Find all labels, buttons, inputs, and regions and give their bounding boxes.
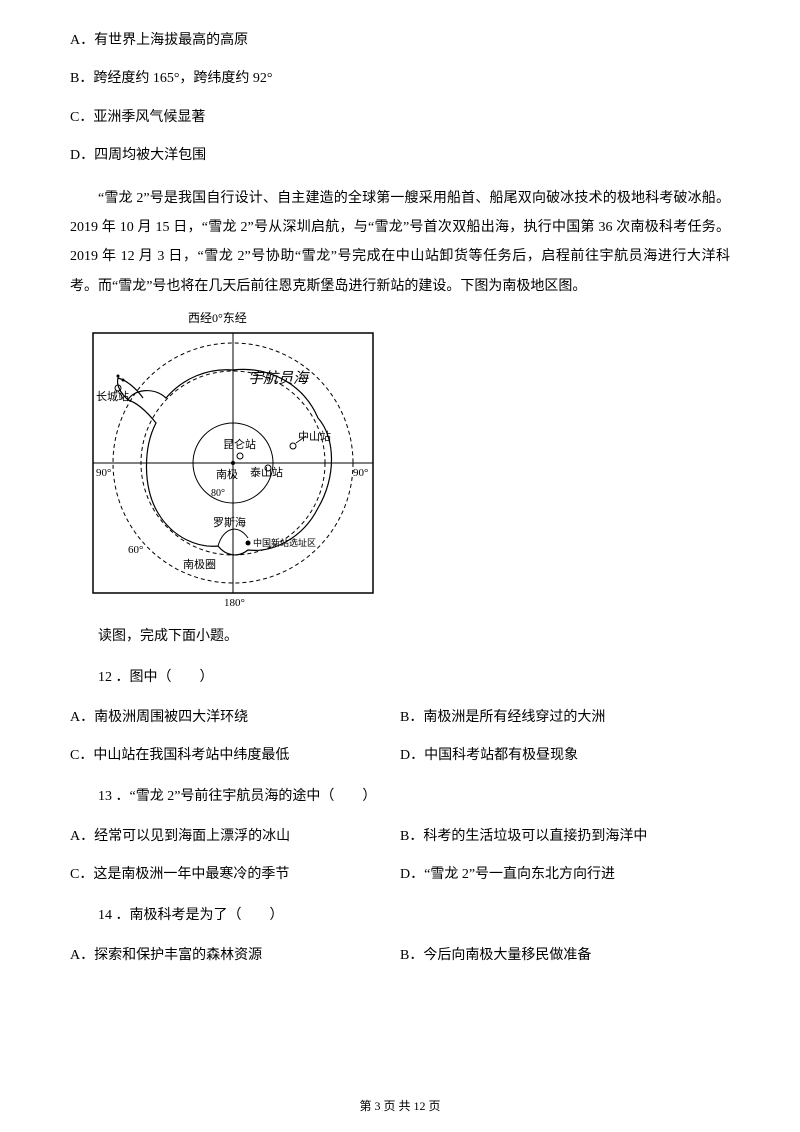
map-caption-top: 西经0°东经 [188,309,730,326]
q13-stem: 13 ．“雪龙 2”号前往宇航员海的途中（ ） [70,786,730,808]
label-south-pole: 南极 [216,467,238,481]
label-kunlun: 昆仑站 [223,437,256,451]
q13-row2: C．这是南极洲一年中最寒冷的季节 D．“雪龙 2”号一直向东北方向行进 [70,864,730,886]
q13-option-b: B．科考的生活垃圾可以直接扔到海洋中 [400,826,730,848]
q12-option-a: A．南极洲周围被四大洋环绕 [70,707,400,729]
label-new-site: 中国新站选址区 [253,537,316,548]
top-option-a: A．有世界上海拔最高的高原 [70,30,730,52]
label-90w: 90° [96,467,111,479]
q12-row1: A．南极洲周围被四大洋环绕 B．南极洲是所有经线穿过的大洲 [70,707,730,729]
q14-row1: A．探索和保护丰富的森林资源 B．今后向南极大量移民做准备 [70,945,730,967]
q13-option-d: D．“雪龙 2”号一直向东北方向行进 [400,864,730,886]
label-180: 180° [224,597,245,608]
top-option-b: B．跨经度约 165°，跨纬度约 92° [70,68,730,90]
label-ross-sea: 罗斯海 [213,515,246,529]
q13-option-c: C．这是南极洲一年中最寒冷的季节 [70,864,400,886]
top-option-d: D．四周均被大洋包围 [70,145,730,167]
q14-stem: 14 ．南极科考是为了（ ） [70,905,730,927]
label-60: 60° [128,544,143,556]
passage-text: “雪龙 2”号是我国自行设计、自主建造的全球第一艘采用船首、船尾双向破冰技术的极… [70,184,730,302]
label-changcheng: 长城站 [96,389,129,403]
q12-option-b: B．南极洲是所有经线穿过的大洲 [400,707,730,729]
q12-option-d: D．中国科考站都有极昼现象 [400,745,730,767]
q13-row1: A．经常可以见到海面上漂浮的冰山 B．科考的生活垃圾可以直接扔到海洋中 [70,826,730,848]
top-option-c: C．亚洲季风气候显著 [70,107,730,129]
label-cosmonaut-sea: 宇航员海 [248,370,310,387]
label-taishan: 泰山站 [250,465,283,479]
q12-row2: C．中山站在我国科考站中纬度最低 D．中国科考站都有极昼现象 [70,745,730,767]
q12-option-c: C．中山站在我国科考站中纬度最低 [70,745,400,767]
antarctica-map: 西经0°东经 宇航员海 长城站 昆仑站 中山站 泰 [88,309,730,608]
q12-stem: 12 ．图中（ ） [70,667,730,689]
label-zhongshan: 中山站 [298,429,331,443]
q13-option-a: A．经常可以见到海面上漂浮的冰山 [70,826,400,848]
label-90e: 90° [353,467,368,479]
q14-option-a: A．探索和保护丰富的森林资源 [70,945,400,967]
label-eighty: 80° [211,488,225,499]
q14-option-b: B．今后向南极大量移民做准备 [400,945,730,967]
label-antarctic-circle: 南极圈 [183,557,216,571]
read-instruction: 读图，完成下面小题。 [70,626,730,648]
page-footer: 第 3 页 共 12 页 [0,1097,800,1114]
